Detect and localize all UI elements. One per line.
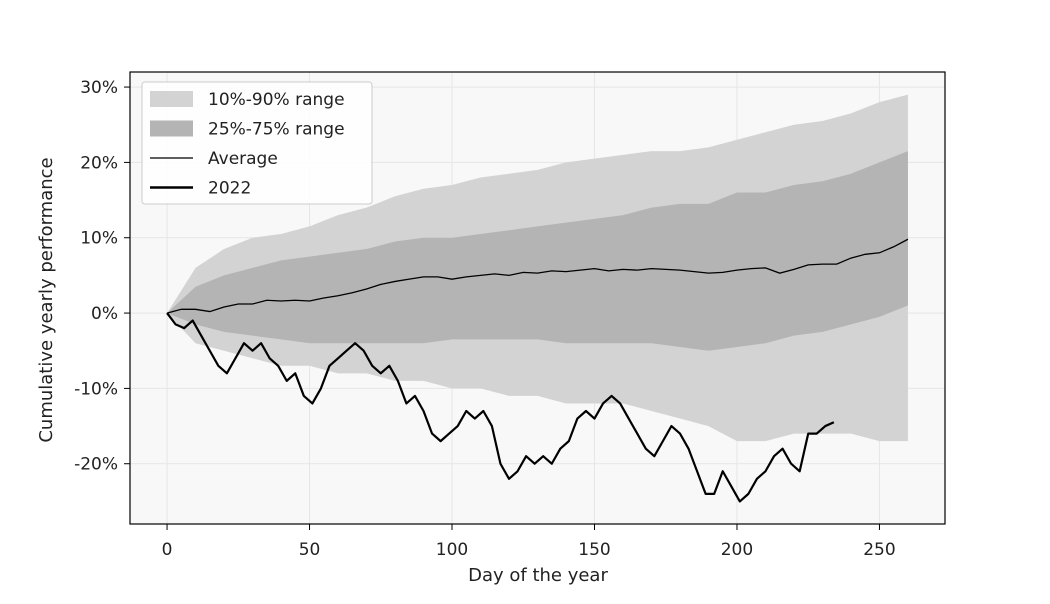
legend-swatch-band_25_75 xyxy=(150,120,193,137)
band-25-75-range xyxy=(167,151,908,351)
x-axis-ticks: 0 50 100 150 200 250 xyxy=(162,524,896,560)
y-tick-label-2: 0% xyxy=(91,304,118,324)
legend-box xyxy=(141,81,373,205)
line-layer xyxy=(166,238,909,503)
x-tick-label-3: 150 xyxy=(578,540,610,560)
legend: 10%-90% range 25%-75% range Average 2022 xyxy=(141,81,373,205)
legend-label-average: Average xyxy=(208,149,278,169)
legend-swatch-band_10_90 xyxy=(150,91,193,107)
y-tick-label-1: -10% xyxy=(74,379,118,399)
line-2022 xyxy=(166,312,835,503)
y-tick-label-3: 10% xyxy=(80,229,118,249)
x-tick-label-0: 0 xyxy=(162,540,173,560)
legend-label-band_25_75: 25%-75% range xyxy=(208,120,345,140)
y-tick-label-4: 20% xyxy=(80,153,118,173)
plot-frame xyxy=(129,71,946,525)
y-tick-label-0: -20% xyxy=(74,455,118,475)
band-layer xyxy=(167,94,908,442)
x-tick-label-2: 100 xyxy=(436,540,468,560)
x-axis-label: Day of the year xyxy=(468,565,608,586)
legend-label-band_10_90: 10%-90% range xyxy=(208,90,345,110)
average-line xyxy=(166,238,909,314)
y-tick-label-5: 30% xyxy=(80,78,118,98)
legend-label-year_2022: 2022 xyxy=(208,179,251,199)
x-tick-label-1: 50 xyxy=(299,540,321,560)
y-axis-ticks: -20% -10% 0% 10% 20% 30% xyxy=(74,78,130,475)
y-axis-label: Cumulative yearly performance xyxy=(36,157,57,442)
x-tick-label-5: 250 xyxy=(863,540,895,560)
x-tick-label-4: 200 xyxy=(721,540,753,560)
